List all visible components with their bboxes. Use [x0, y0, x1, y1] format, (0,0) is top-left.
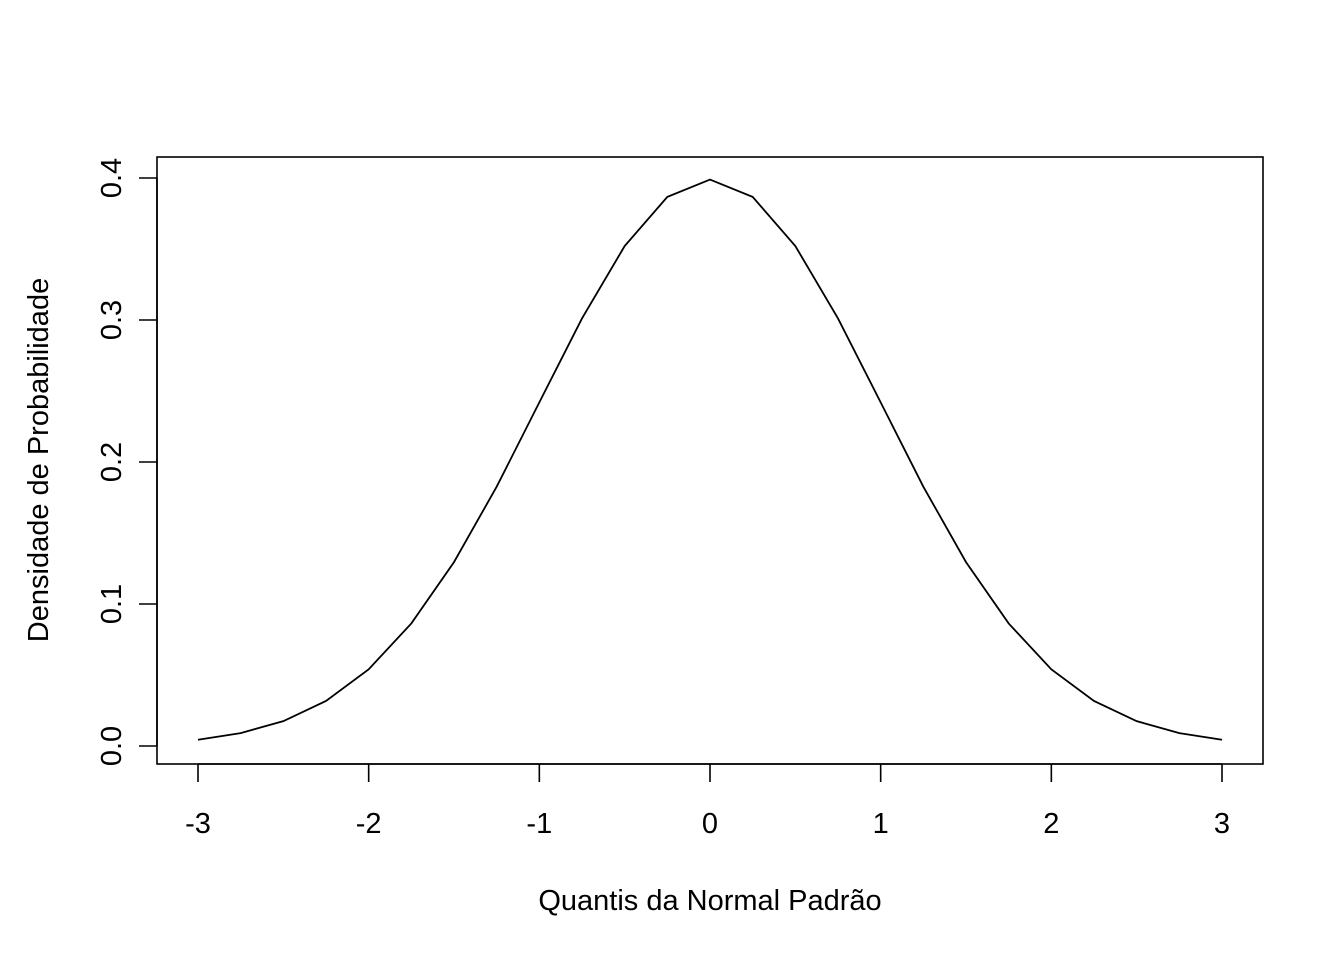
density-point: [411, 623, 413, 625]
x-tick-label: -1: [526, 808, 552, 840]
density-point: [880, 402, 882, 404]
density-point: [197, 739, 199, 741]
density-point: [709, 179, 711, 181]
density-point: [965, 561, 967, 563]
y-axis: 0.0 0.1 0.2 0.3 0.4: [96, 158, 158, 766]
density-point: [837, 318, 839, 320]
density-point: [496, 486, 498, 488]
density-point: [1008, 623, 1010, 625]
y-tick-label: 0.1: [96, 584, 128, 624]
y-tick-label: 0.3: [96, 300, 128, 340]
x-axis: -3 -2 -1 0 1 2 3: [185, 763, 1230, 840]
density-point: [581, 318, 583, 320]
density-point: [923, 486, 925, 488]
x-tick-label: 3: [1214, 808, 1230, 840]
density-point: [368, 669, 370, 671]
density-point: [667, 196, 669, 198]
density-point: [752, 196, 754, 198]
density-point: [453, 561, 455, 563]
x-tick-label: -2: [356, 808, 382, 840]
density-point: [325, 700, 327, 702]
y-axis-label: Densidade de Probabilidade: [23, 278, 55, 642]
y-tick-label: 0.2: [96, 442, 128, 482]
series-layer: [197, 178, 1223, 741]
density-point: [240, 732, 242, 734]
density-point: [539, 402, 541, 404]
y-tick-label: 0.0: [96, 726, 128, 766]
density-point: [283, 720, 285, 722]
x-tick-label: 0: [702, 808, 718, 840]
density-curve: [197, 178, 1223, 741]
x-tick-label: 1: [873, 808, 889, 840]
density-point: [1136, 720, 1138, 722]
density-point: [1221, 739, 1223, 741]
x-tick-label: 2: [1043, 808, 1059, 840]
density-point: [1051, 669, 1053, 671]
density-point: [795, 245, 797, 247]
density-point: [624, 245, 626, 247]
density-point: [1179, 732, 1181, 734]
density-point: [1093, 700, 1095, 702]
x-tick-label: -3: [185, 808, 211, 840]
x-axis-label: Quantis da Normal Padrão: [538, 885, 881, 917]
y-tick-label: 0.4: [96, 158, 128, 198]
